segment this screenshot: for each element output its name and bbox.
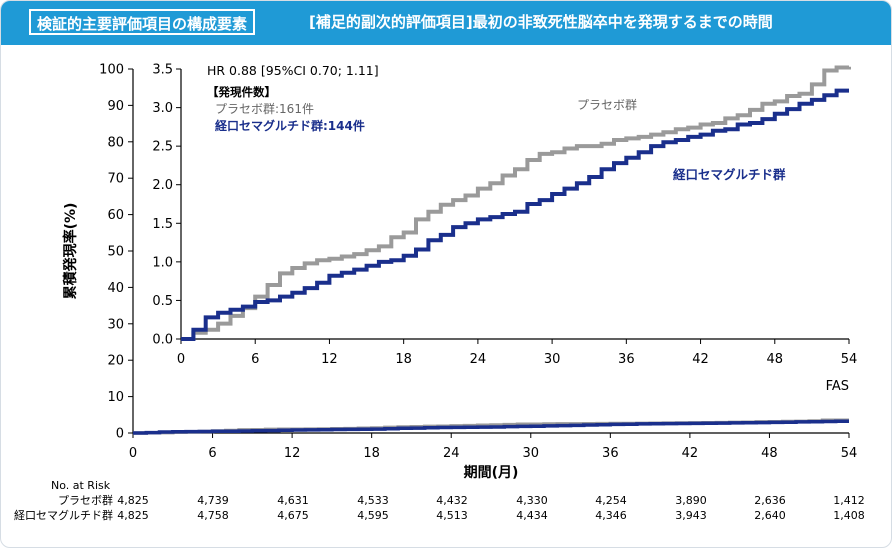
risk-cell: 4,434 (516, 509, 548, 522)
risk-cell: 4,533 (357, 494, 389, 507)
main-x-tick-label: 18 (363, 446, 380, 461)
main-x-tick-label: 12 (284, 446, 301, 461)
main-y-tick-label: 20 (107, 354, 124, 369)
main-x-tick-label: 30 (523, 446, 540, 461)
inset-y-tick-label: 1.5 (152, 217, 173, 232)
inset-x-tick-label: 36 (618, 352, 635, 367)
main-x-tick-label: 36 (602, 446, 619, 461)
risk-cell: 2,636 (754, 494, 786, 507)
inset-series-line-placebo (181, 65, 851, 341)
risk-cell: 1,408 (833, 509, 865, 522)
risk-cell: 4,330 (516, 494, 548, 507)
inset-y-tick-label: 2.5 (152, 140, 173, 155)
main-y-tick-label: 100 (99, 63, 124, 78)
risk-cell: 4,825 (117, 494, 149, 507)
risk-cell: 3,890 (675, 494, 707, 507)
main-y-tick-label: 60 (107, 208, 124, 223)
inset-x-tick-label: 12 (321, 352, 338, 367)
risk-cell: 4,675 (277, 509, 309, 522)
main-y-tick-label: 80 (107, 135, 124, 150)
risk-row-label: 経口セマグルチド群 (14, 508, 113, 522)
inset-x-tick-label: 42 (692, 352, 709, 367)
risk-cell: 4,631 (277, 494, 309, 507)
inset-series-line-oral_sema (181, 88, 849, 341)
risk-cell: 4,432 (436, 494, 468, 507)
events-title: 【発現件数】 (207, 85, 276, 99)
main-x-tick-label: 48 (761, 446, 778, 461)
inset-y-tick-label: 0.5 (152, 294, 173, 309)
x-axis-title: 期間(月) (464, 465, 519, 481)
header-title: [補足的副次的評価項目]最初の非致死性脳卒中を発現するまでの時間 (309, 13, 773, 31)
header-bar: 検証的主要評価項目の構成要素 [補足的副次的評価項目]最初の非致死性脳卒中を発現… (1, 1, 891, 45)
main-y-tick-label: 30 (107, 317, 124, 332)
inset-x-tick-label: 6 (251, 352, 259, 367)
inset-x-tick-label: 54 (841, 352, 858, 367)
series-layer (133, 65, 851, 435)
inset-x-tick-label: 18 (395, 352, 412, 367)
risk-cell: 3,943 (675, 509, 707, 522)
main-y-tick-label: 70 (107, 172, 124, 187)
main-y-tick-label: 50 (107, 245, 124, 260)
risk-cell: 4,758 (197, 509, 229, 522)
risk-table-title: No. at Risk (51, 479, 111, 492)
risk-cell: 4,595 (357, 509, 389, 522)
main-x-tick-label: 54 (841, 446, 858, 461)
inset-y-tick-label: 3.5 (152, 63, 173, 78)
main-y-tick-label: 90 (107, 99, 124, 114)
risk-cell: 2,640 (754, 509, 786, 522)
main-x-tick-label: 0 (129, 446, 137, 461)
risk-cell: 4,825 (117, 509, 149, 522)
main-y-tick-label: 10 (107, 390, 124, 405)
population-label: FAS (826, 379, 849, 394)
inset-x-tick-label: 0 (177, 352, 185, 367)
placebo-events: プラセボ群:161件 (215, 102, 314, 116)
sema-events: 経口セマグルチド群:144件 (215, 118, 365, 133)
risk-cell: 4,254 (595, 494, 627, 507)
header-badge: 検証的主要評価項目の構成要素 (29, 9, 256, 35)
main-y-tick-label: 0 (116, 427, 124, 442)
inset-x-tick-label: 48 (767, 352, 784, 367)
inset-y-tick-label: 3.0 (152, 101, 173, 116)
risk-cell: 4,513 (436, 509, 468, 522)
labels-layer: 累積発現率(%) 期間(月) FAS HR 0.88 [95%CI 0.70; 1.1… (14, 63, 865, 522)
inset-y-tick-label: 0.0 (152, 333, 173, 348)
main-x-tick-label: 24 (443, 446, 460, 461)
risk-cell: 1,412 (833, 494, 865, 507)
placebo-series-label: プラセボ群 (577, 98, 637, 112)
inset-x-tick-label: 30 (544, 352, 561, 367)
inset-y-tick-label: 1.0 (152, 255, 173, 270)
risk-row-label: プラセボ群 (58, 493, 113, 507)
main-x-tick-label: 6 (208, 446, 216, 461)
main-y-tick-label: 40 (107, 281, 124, 296)
main-series-line-oral_sema (133, 419, 849, 435)
inset-y-tick-label: 2.0 (152, 178, 173, 193)
sema-series-label: 経口セマグルチド群 (673, 167, 786, 182)
y-axis-title: 累積発現率(%) (62, 203, 79, 300)
risk-cell: 4,346 (595, 509, 627, 522)
inset-x-tick-label: 24 (470, 352, 487, 367)
hr-text: HR 0.88 [95%CI 0.70; 1.11] (207, 63, 379, 78)
risk-cell: 4,739 (197, 494, 229, 507)
main-x-tick-label: 42 (682, 446, 699, 461)
